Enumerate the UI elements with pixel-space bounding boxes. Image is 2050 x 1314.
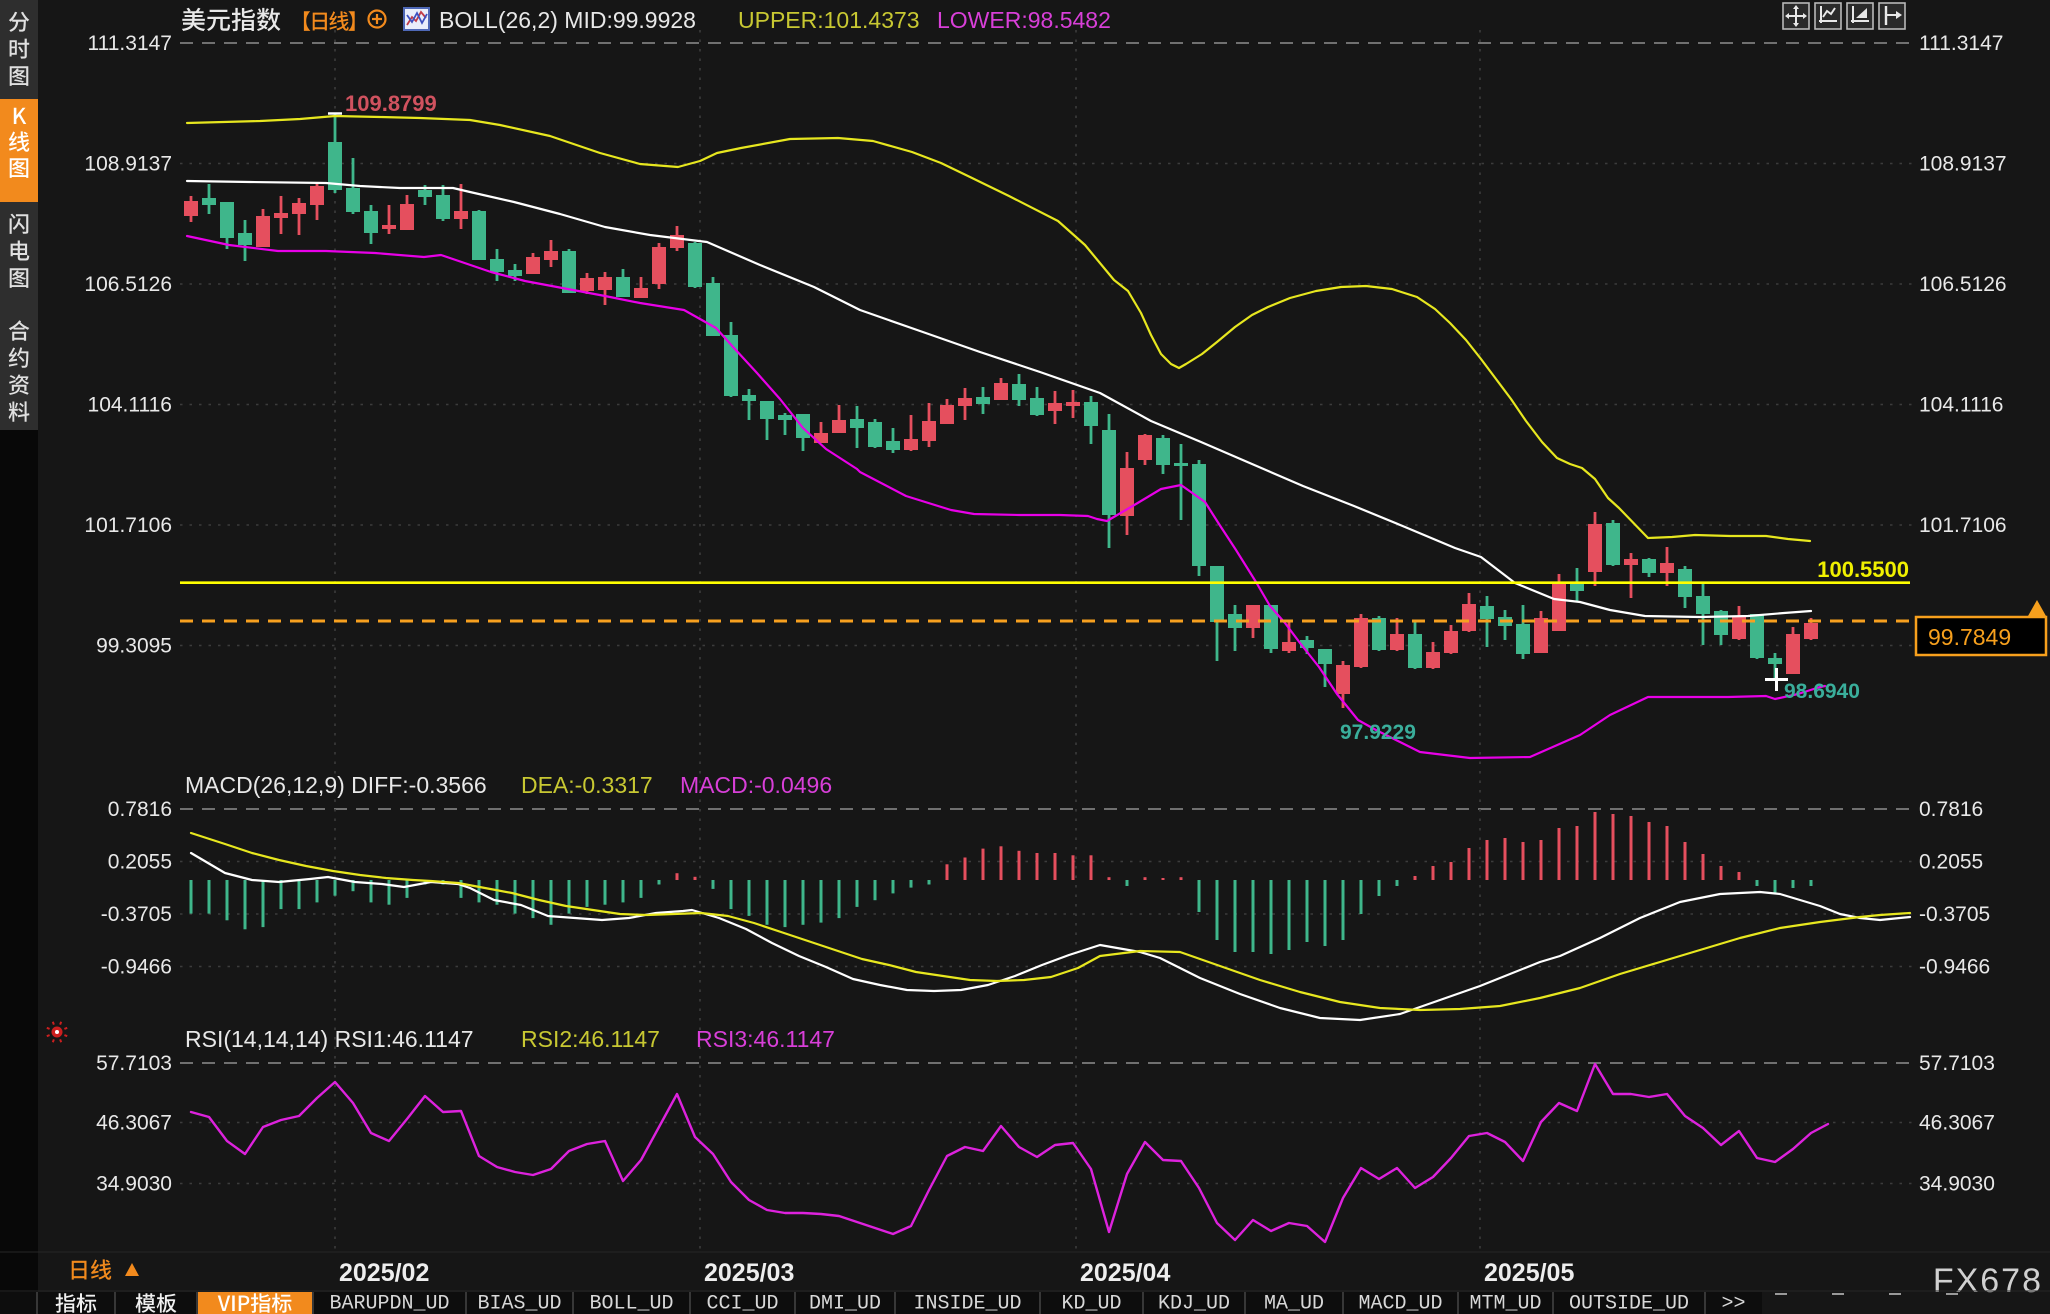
svg-text:106.5126: 106.5126 bbox=[84, 273, 172, 296]
svg-text:LOWER:98.5482: LOWER:98.5482 bbox=[937, 7, 1111, 33]
svg-text:CCI_UD: CCI_UD bbox=[706, 1293, 778, 1314]
svg-text:99.7849: 99.7849 bbox=[1928, 624, 2011, 650]
svg-text:MACD:-0.0496: MACD:-0.0496 bbox=[680, 772, 832, 798]
svg-text:34.9030: 34.9030 bbox=[96, 1173, 172, 1196]
svg-text:57.7103: 57.7103 bbox=[96, 1052, 172, 1075]
svg-text:BARUPDN_UD: BARUPDN_UD bbox=[329, 1293, 449, 1314]
svg-text:-0.9466: -0.9466 bbox=[101, 956, 172, 979]
svg-text:DEA:-0.3317: DEA:-0.3317 bbox=[521, 772, 653, 798]
svg-text:2025/04: 2025/04 bbox=[1080, 1259, 1170, 1287]
svg-text:108.9137: 108.9137 bbox=[1919, 153, 2007, 176]
svg-text:BOLL_UD: BOLL_UD bbox=[589, 1293, 673, 1314]
svg-text:109.8799: 109.8799 bbox=[345, 91, 437, 116]
svg-text:KDJ_UD: KDJ_UD bbox=[1158, 1293, 1230, 1314]
svg-text:INSIDE_UD: INSIDE_UD bbox=[913, 1293, 1021, 1314]
svg-text:UPPER:101.4373: UPPER:101.4373 bbox=[738, 7, 920, 33]
svg-text:KD_UD: KD_UD bbox=[1061, 1293, 1121, 1314]
svg-text:MTM_UD: MTM_UD bbox=[1469, 1293, 1541, 1314]
svg-text:98.6940: 98.6940 bbox=[1784, 680, 1860, 703]
svg-text:46.3067: 46.3067 bbox=[96, 1112, 172, 1135]
svg-text:OUTSIDE_UD: OUTSIDE_UD bbox=[1569, 1293, 1689, 1314]
svg-text:46.3067: 46.3067 bbox=[1919, 1112, 1995, 1135]
svg-text:111.3147: 111.3147 bbox=[1919, 32, 2003, 55]
svg-text:DMI_UD: DMI_UD bbox=[809, 1293, 881, 1314]
svg-text:34.9030: 34.9030 bbox=[1919, 1173, 1995, 1196]
svg-text:101.7106: 101.7106 bbox=[84, 514, 172, 537]
svg-text:101.7106: 101.7106 bbox=[1919, 514, 2007, 537]
svg-text:-0.3705: -0.3705 bbox=[101, 903, 172, 926]
svg-text:2025/03: 2025/03 bbox=[704, 1259, 794, 1287]
svg-text:57.7103: 57.7103 bbox=[1919, 1052, 1995, 1075]
svg-text:2025/05: 2025/05 bbox=[1484, 1259, 1574, 1287]
svg-text:>>: >> bbox=[1721, 1293, 1745, 1314]
svg-text:RSI2:46.1147: RSI2:46.1147 bbox=[521, 1026, 660, 1052]
svg-text:106.5126: 106.5126 bbox=[1919, 273, 2007, 296]
svg-text:111.3147: 111.3147 bbox=[88, 32, 172, 55]
svg-text:104.1116: 104.1116 bbox=[1919, 394, 2003, 417]
svg-text:0.2055: 0.2055 bbox=[108, 851, 172, 874]
svg-text:0.7816: 0.7816 bbox=[108, 798, 172, 821]
svg-text:BIAS_UD: BIAS_UD bbox=[477, 1293, 561, 1314]
svg-text:MA_UD: MA_UD bbox=[1264, 1293, 1324, 1314]
svg-text:104.1116: 104.1116 bbox=[88, 394, 172, 417]
svg-text:97.9229: 97.9229 bbox=[1340, 721, 1416, 744]
svg-text:108.9137: 108.9137 bbox=[84, 153, 172, 176]
svg-text:MACD(26,12,9) DIFF:-0.3566: MACD(26,12,9) DIFF:-0.3566 bbox=[185, 772, 487, 798]
svg-text:-0.3705: -0.3705 bbox=[1919, 903, 1990, 926]
svg-text:-0.9466: -0.9466 bbox=[1919, 956, 1990, 979]
svg-text:MACD_UD: MACD_UD bbox=[1358, 1293, 1442, 1314]
svg-text:RSI(14,14,14) RSI1:46.1147: RSI(14,14,14) RSI1:46.1147 bbox=[185, 1026, 474, 1052]
svg-text:99.3095: 99.3095 bbox=[96, 635, 172, 658]
svg-text:0.2055: 0.2055 bbox=[1919, 851, 1983, 874]
svg-text:RSI3:46.1147: RSI3:46.1147 bbox=[696, 1026, 835, 1052]
svg-text:BOLL(26,2) MID:99.9928: BOLL(26,2) MID:99.9928 bbox=[439, 7, 696, 33]
svg-text:0.7816: 0.7816 bbox=[1919, 798, 1983, 821]
svg-text:100.5500: 100.5500 bbox=[1817, 557, 1909, 582]
svg-text:2025/02: 2025/02 bbox=[339, 1259, 429, 1287]
